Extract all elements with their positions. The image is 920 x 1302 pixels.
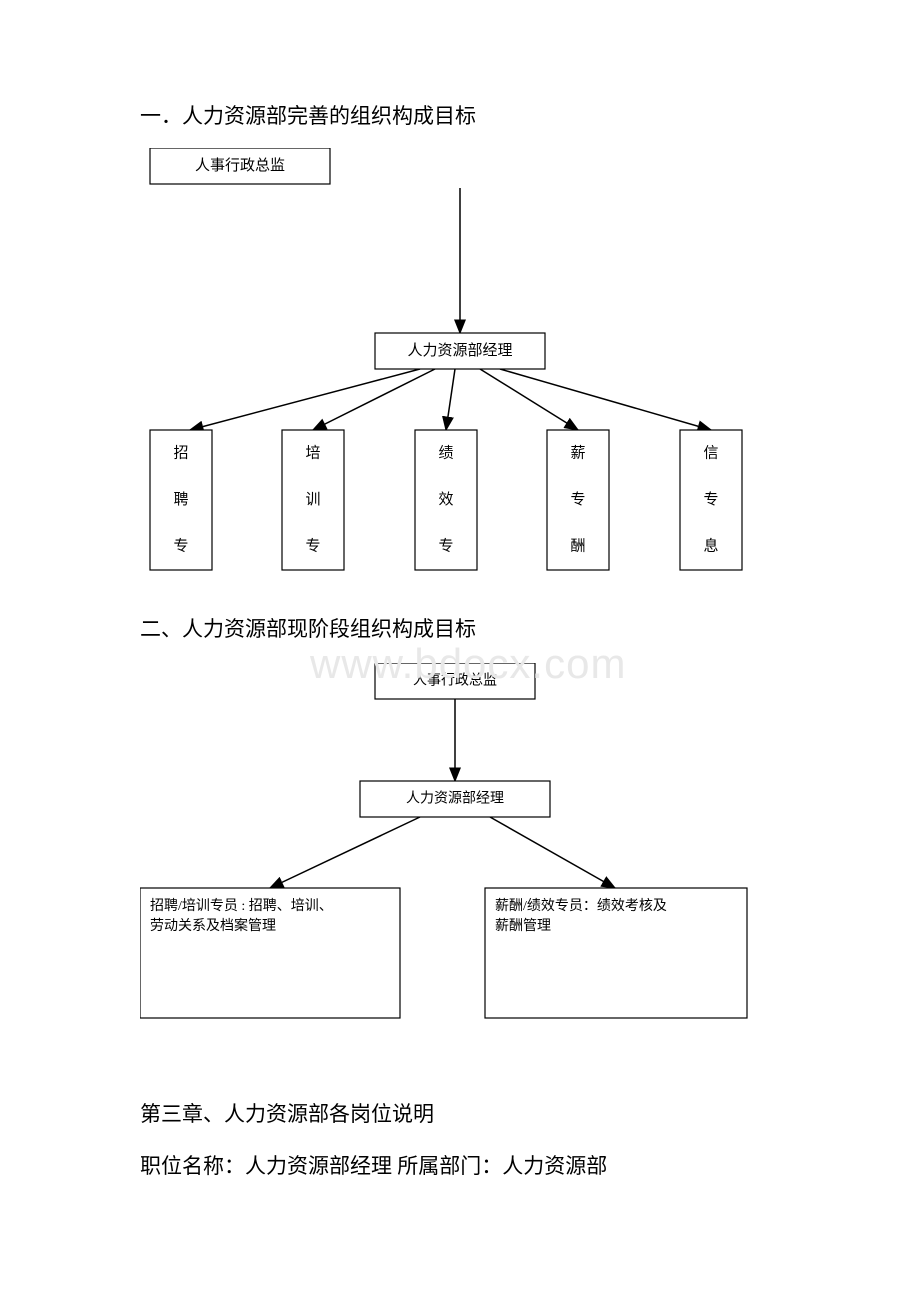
section-2-heading: 二、人力资源部现阶段组织构成目标 — [140, 613, 780, 643]
svg-text:人事行政总监: 人事行政总监 — [413, 673, 497, 689]
svg-text:人力资源部经理: 人力资源部经理 — [406, 791, 504, 807]
svg-text:酬: 酬 — [570, 538, 585, 555]
org-chart-2: 人事行政总监人力资源部经理招聘/培训专员 : 招聘、培训、劳动关系及档案管理 薪酬… — [140, 663, 780, 1033]
svg-text:人力资源部经理: 人力资源部经理 — [407, 342, 512, 359]
svg-text:聘: 聘 — [173, 491, 188, 508]
org-chart-1: 人事行政总监人力资源部经理招聘专培训专绩效专薪专酬信专息 — [140, 148, 780, 588]
svg-text:效: 效 — [438, 491, 453, 508]
svg-text:信: 信 — [703, 444, 718, 461]
document-page: 一．人力资源部完善的组织构成目标 人事行政总监人力资源部经理招聘专培训专绩效专薪… — [0, 0, 920, 1267]
svg-text:息: 息 — [703, 538, 718, 555]
svg-text:专: 专 — [173, 538, 188, 555]
chapter-3-title: 第三章、人力资源部各岗位说明 — [140, 1093, 780, 1135]
svg-text:训: 训 — [305, 491, 320, 508]
chapter-3-line: 职位名称：人力资源部经理 所属部门：人力资源部 — [140, 1145, 780, 1187]
svg-text:绩: 绩 — [438, 444, 453, 461]
svg-text:培: 培 — [305, 444, 320, 461]
svg-text:薪酬/绩效专员：绩效考核及: 薪酬/绩效专员：绩效考核及 — [495, 898, 667, 914]
svg-text:劳动关系及档案管理: 劳动关系及档案管理 — [150, 917, 276, 934]
svg-text:专: 专 — [305, 538, 320, 555]
svg-text:专: 专 — [570, 491, 585, 508]
svg-text:薪酬管理: 薪酬管理 — [495, 918, 551, 934]
svg-text:招聘/培训专员 : 招聘、培训、: 招聘/培训专员 : 招聘、培训、 — [150, 898, 333, 914]
svg-text:招: 招 — [173, 444, 188, 461]
svg-text:薪: 薪 — [570, 444, 585, 461]
svg-text:专: 专 — [703, 491, 718, 508]
section-1-heading: 一．人力资源部完善的组织构成目标 — [140, 100, 780, 130]
svg-text:专: 专 — [438, 538, 453, 555]
svg-text:人事行政总监: 人事行政总监 — [195, 157, 285, 174]
